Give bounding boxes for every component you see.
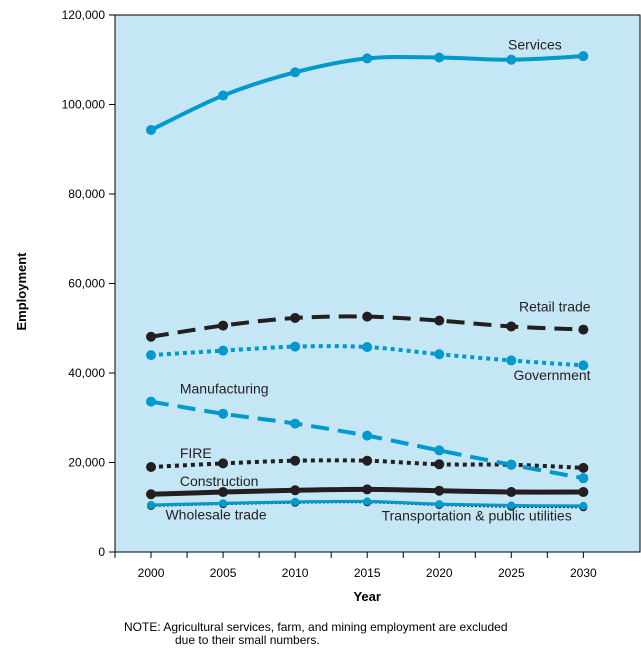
x-tick-label: 2010 xyxy=(282,566,309,580)
employment-chart: 2000 2005 2010 2015 2020 2025 2030 0 20,000 40,0… xyxy=(14,8,641,604)
point-retail-trade-2020 xyxy=(434,315,445,326)
point-wholesale-trade-2000 xyxy=(147,501,156,510)
x-axis-title: Year xyxy=(353,589,380,604)
x-tick-label: 2005 xyxy=(210,566,237,580)
point-manufacturing-2025 xyxy=(506,459,517,470)
point-services-2005 xyxy=(218,90,229,101)
point-government-2000 xyxy=(146,350,157,361)
point-retail-trade-2000 xyxy=(146,331,157,342)
series-labels: Services Retail trade Government Manufactur… xyxy=(165,36,590,523)
point-retail-trade-2005 xyxy=(218,320,229,331)
note-line-1: NOTE: Agricultural services, farm, and m… xyxy=(124,620,508,634)
point-government-2020 xyxy=(434,349,445,360)
y-tick-label: 100,000 xyxy=(62,98,106,112)
x-axis-ticks: 2000 2005 2010 2015 2020 2025 2030 xyxy=(114,552,597,580)
point-services-2020 xyxy=(434,52,445,63)
label-fire: FIRE xyxy=(180,445,212,461)
point-manufacturing-2015 xyxy=(362,430,373,441)
y-tick-label: 20,000 xyxy=(68,456,105,470)
series-wholesale-trade xyxy=(147,497,588,510)
label-transportation-public-utilities: Transportation & public utilities xyxy=(382,508,572,524)
point-retail-trade-2010 xyxy=(290,312,301,323)
point-manufacturing-2000 xyxy=(146,396,157,407)
label-services: Services xyxy=(508,36,562,52)
y-tick-label: 120,000 xyxy=(62,8,106,22)
point-manufacturing-2030 xyxy=(578,473,589,484)
point-services-2015 xyxy=(362,53,373,64)
point-government-2015 xyxy=(362,342,373,353)
point-construction-2020 xyxy=(434,485,445,496)
point-wholesale-trade-2015 xyxy=(363,497,372,506)
x-tick-label: 2000 xyxy=(138,566,165,580)
point-construction-2010 xyxy=(290,485,301,496)
point-retail-trade-2030 xyxy=(578,324,589,335)
point-wholesale-trade-2030 xyxy=(579,501,588,510)
point-manufacturing-2005 xyxy=(218,408,229,419)
point-government-2025 xyxy=(506,355,517,366)
point-fire-2010 xyxy=(290,455,301,466)
point-retail-trade-2015 xyxy=(362,311,373,322)
y-tick-label: 0 xyxy=(98,545,105,559)
point-services-2010 xyxy=(290,67,301,78)
point-construction-2000 xyxy=(146,489,157,500)
series-group xyxy=(146,51,589,512)
point-wholesale-trade-2020 xyxy=(435,500,444,509)
point-construction-2005 xyxy=(218,487,229,498)
point-retail-trade-2025 xyxy=(506,321,517,332)
point-wholesale-trade-2010 xyxy=(291,497,300,506)
x-tick-label: 2025 xyxy=(498,566,525,580)
label-government: Government xyxy=(514,367,591,383)
point-services-2000 xyxy=(146,125,157,136)
label-wholesale-trade: Wholesale trade xyxy=(165,506,266,522)
x-tick-label: 2030 xyxy=(570,566,597,580)
point-government-2005 xyxy=(218,345,229,356)
x-tick-label: 2015 xyxy=(354,566,381,580)
series-retail-trade xyxy=(146,311,589,342)
point-construction-2015 xyxy=(362,484,373,495)
point-government-2030 xyxy=(578,360,589,371)
plot-area xyxy=(114,14,641,553)
point-fire-2000 xyxy=(146,461,157,472)
label-retail-trade: Retail trade xyxy=(519,299,591,315)
y-axis-title: Employment xyxy=(14,252,29,331)
point-government-2010 xyxy=(290,341,301,352)
label-manufacturing: Manufacturing xyxy=(180,381,269,397)
series-manufacturing xyxy=(146,396,589,484)
point-wholesale-trade-2005 xyxy=(219,499,228,508)
point-fire-2005 xyxy=(218,458,229,469)
point-wholesale-trade-2025 xyxy=(507,501,516,510)
label-construction: Construction xyxy=(180,473,259,489)
point-services-2030 xyxy=(578,51,589,62)
point-construction-2025 xyxy=(506,487,517,498)
chart-note: NOTE: Agricultural services, farm, and m… xyxy=(124,621,624,647)
point-fire-2015 xyxy=(362,455,373,466)
y-tick-label: 60,000 xyxy=(68,277,105,291)
y-tick-label: 40,000 xyxy=(68,366,105,380)
y-tick-label: 80,000 xyxy=(68,187,105,201)
x-tick-label: 2020 xyxy=(426,566,453,580)
point-fire-2030 xyxy=(578,462,589,473)
point-manufacturing-2020 xyxy=(434,445,445,456)
note-line-2: due to their small numbers. xyxy=(175,633,320,647)
y-axis-ticks: 0 20,000 40,000 60,000 80,000 100,000 120,000 xyxy=(62,8,115,559)
series-construction xyxy=(146,484,589,500)
series-services xyxy=(146,51,589,136)
point-construction-2030 xyxy=(578,487,589,498)
point-services-2025 xyxy=(506,54,517,65)
series-government xyxy=(146,341,589,371)
point-manufacturing-2010 xyxy=(290,418,301,429)
point-fire-2020 xyxy=(434,459,445,470)
